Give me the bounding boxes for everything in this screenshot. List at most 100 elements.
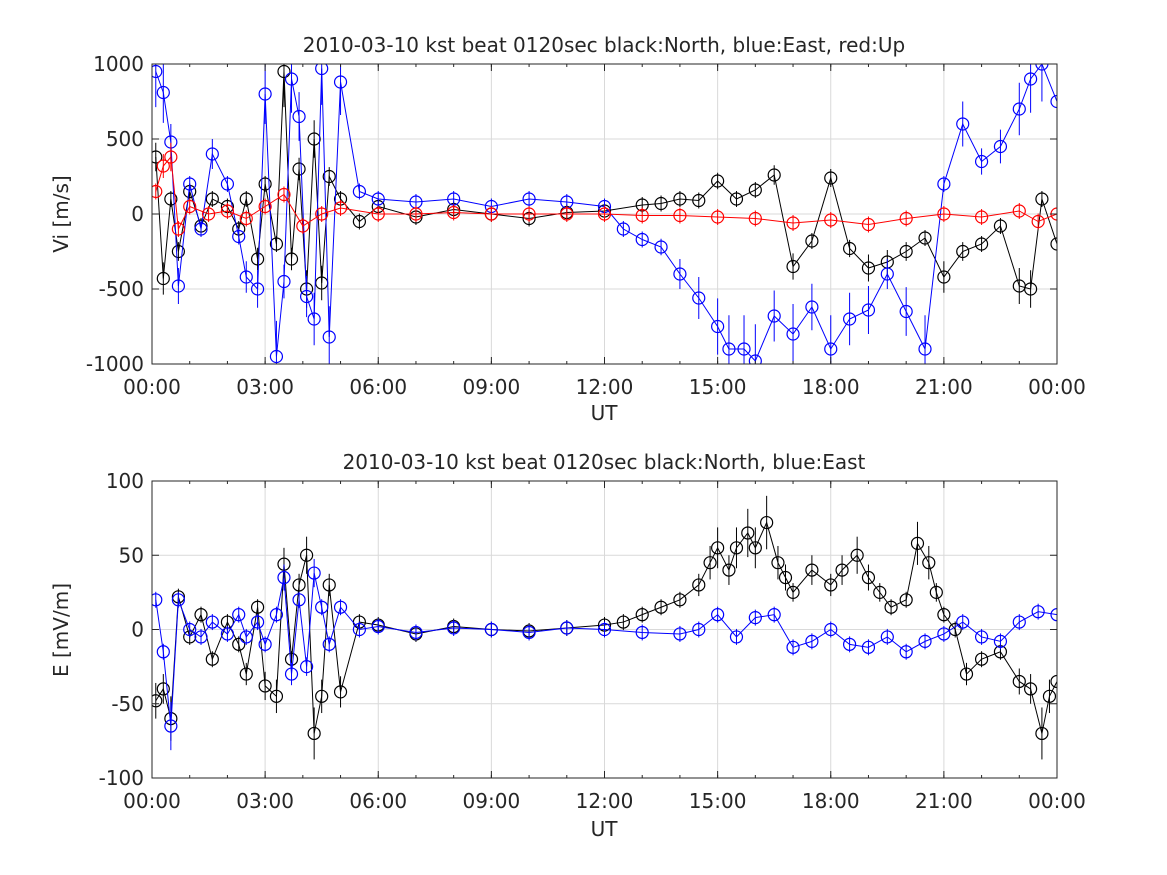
- data-point: [786, 327, 800, 341]
- data-point: [729, 630, 744, 644]
- data-point: [873, 585, 887, 599]
- data-point: [993, 219, 1008, 233]
- data-point: [277, 274, 291, 289]
- data-point: [333, 201, 348, 215]
- data-point: [258, 87, 272, 101]
- data-point: [1031, 605, 1045, 619]
- data-point: [156, 271, 170, 286]
- data-point: [322, 330, 336, 344]
- data-point: [824, 342, 838, 356]
- data-point: [880, 267, 894, 281]
- data-point: [673, 208, 687, 223]
- data-point: [250, 282, 265, 296]
- data-point: [824, 578, 838, 592]
- data-point: [333, 75, 348, 89]
- data-point: [292, 109, 306, 124]
- data-point: [1035, 64, 1049, 71]
- data-point: [220, 627, 235, 641]
- data-point: [484, 207, 498, 221]
- data-point: [850, 548, 864, 562]
- velocity-x-tick-label: 00:00: [1028, 375, 1086, 399]
- data-point: [692, 622, 706, 637]
- data-point: [171, 593, 185, 607]
- data-point: [447, 205, 461, 220]
- velocity-series-up: [152, 142, 1057, 237]
- data-point: [239, 211, 253, 226]
- data-point: [409, 625, 423, 640]
- data-point: [522, 207, 536, 221]
- data-point: [307, 132, 321, 146]
- velocity-series: [152, 64, 1057, 364]
- data-point: [597, 207, 612, 221]
- data-point: [805, 563, 819, 577]
- data-point: [220, 177, 235, 191]
- data-point: [824, 171, 838, 185]
- data-point: [1012, 102, 1026, 116]
- data-point: [194, 608, 208, 622]
- data-point: [805, 300, 819, 314]
- data-point: [1024, 72, 1038, 86]
- data-point: [194, 222, 208, 236]
- data-point: [673, 627, 687, 641]
- data-point: [956, 244, 970, 259]
- data-point: [937, 627, 951, 641]
- data-point: [937, 608, 951, 622]
- data-point: [918, 231, 932, 245]
- data-point: [635, 208, 649, 223]
- data-point: [974, 210, 989, 224]
- data-point: [152, 694, 163, 708]
- data-point: [843, 241, 857, 256]
- velocity-x-tick-label: 15:00: [689, 375, 747, 399]
- data-point: [522, 625, 536, 640]
- data-point: [164, 719, 178, 733]
- data-point: [1035, 192, 1049, 206]
- data-point: [616, 222, 630, 236]
- data-point: [974, 237, 989, 251]
- data-point: [918, 634, 932, 648]
- data-point: [250, 615, 265, 629]
- data-point: [1012, 615, 1026, 629]
- data-point: [654, 196, 668, 211]
- data-point: [292, 578, 306, 592]
- efield-y-axis-label: E [mV/m]: [49, 583, 73, 677]
- data-point: [183, 177, 197, 191]
- data-point: [300, 548, 314, 562]
- data-point: [993, 634, 1008, 648]
- data-point: [292, 593, 306, 607]
- data-point: [171, 279, 185, 293]
- data-point: [741, 526, 755, 540]
- efield-series-east: [152, 558, 1057, 751]
- data-point: [778, 570, 793, 585]
- data-point: [164, 150, 178, 164]
- data-point: [1012, 204, 1026, 218]
- data-point: [284, 667, 299, 681]
- efield-panel: 00:00 03:00 06:00 09:00 12:00 15:00 18:00 21:00…: [49, 450, 1086, 841]
- data-point: [284, 72, 299, 86]
- data-point: [352, 184, 366, 199]
- velocity-y-tick-label: -500: [99, 277, 144, 301]
- data-point: [722, 563, 736, 577]
- data-point: [922, 556, 936, 570]
- efield-x-tick-label: 00:00: [123, 789, 181, 813]
- data-point: [560, 621, 574, 635]
- data-point: [156, 159, 170, 173]
- data-point: [560, 207, 574, 221]
- data-point: [1050, 237, 1057, 251]
- data-point: [760, 515, 774, 530]
- data-point: [711, 319, 725, 334]
- data-point: [673, 192, 687, 206]
- data-point: [748, 354, 762, 364]
- data-point: [654, 240, 668, 254]
- data-point: [929, 585, 943, 599]
- data-point: [277, 64, 291, 79]
- data-point: [748, 183, 762, 197]
- efield-y-tick-label: -50: [111, 692, 144, 716]
- data-point: [296, 219, 310, 233]
- data-point: [843, 637, 857, 651]
- data-point: [711, 608, 725, 622]
- data-point: [205, 615, 219, 629]
- data-point: [152, 184, 163, 199]
- data-point: [156, 85, 170, 100]
- data-point: [635, 625, 649, 640]
- data-point: [183, 199, 197, 214]
